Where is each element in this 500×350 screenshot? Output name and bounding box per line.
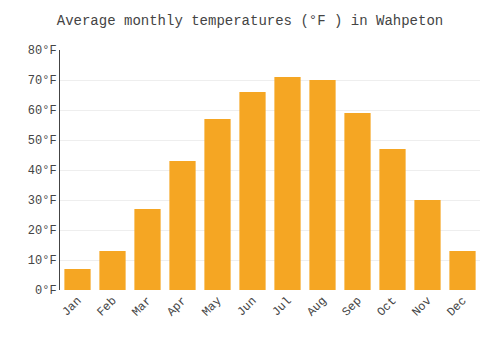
svg-text:Jan: Jan: [59, 294, 84, 319]
svg-text:Dec: Dec: [444, 294, 469, 319]
svg-text:Jun: Jun: [234, 294, 259, 319]
svg-text:30°F: 30°F: [28, 194, 57, 208]
svg-text:Jul: Jul: [269, 294, 294, 319]
svg-text:May: May: [199, 294, 224, 319]
svg-text:20°F: 20°F: [28, 224, 57, 238]
svg-text:80°F: 80°F: [28, 44, 57, 58]
svg-text:70°F: 70°F: [28, 74, 57, 88]
svg-text:Nov: Nov: [409, 294, 434, 319]
svg-text:50°F: 50°F: [28, 134, 57, 148]
svg-text:Feb: Feb: [94, 294, 119, 319]
svg-text:Aug: Aug: [304, 294, 329, 319]
svg-text:Sep: Sep: [339, 294, 364, 319]
svg-text:Apr: Apr: [164, 294, 189, 319]
svg-text:10°F: 10°F: [28, 254, 57, 268]
svg-text:Average monthly temperatures (: Average monthly temperatures (°F ) in Wa…: [57, 13, 443, 29]
svg-text:Oct: Oct: [374, 294, 399, 319]
svg-text:Mar: Mar: [129, 294, 154, 319]
svg-text:60°F: 60°F: [28, 104, 57, 118]
svg-text:0°F: 0°F: [35, 284, 57, 298]
svg-text:40°F: 40°F: [28, 164, 57, 178]
